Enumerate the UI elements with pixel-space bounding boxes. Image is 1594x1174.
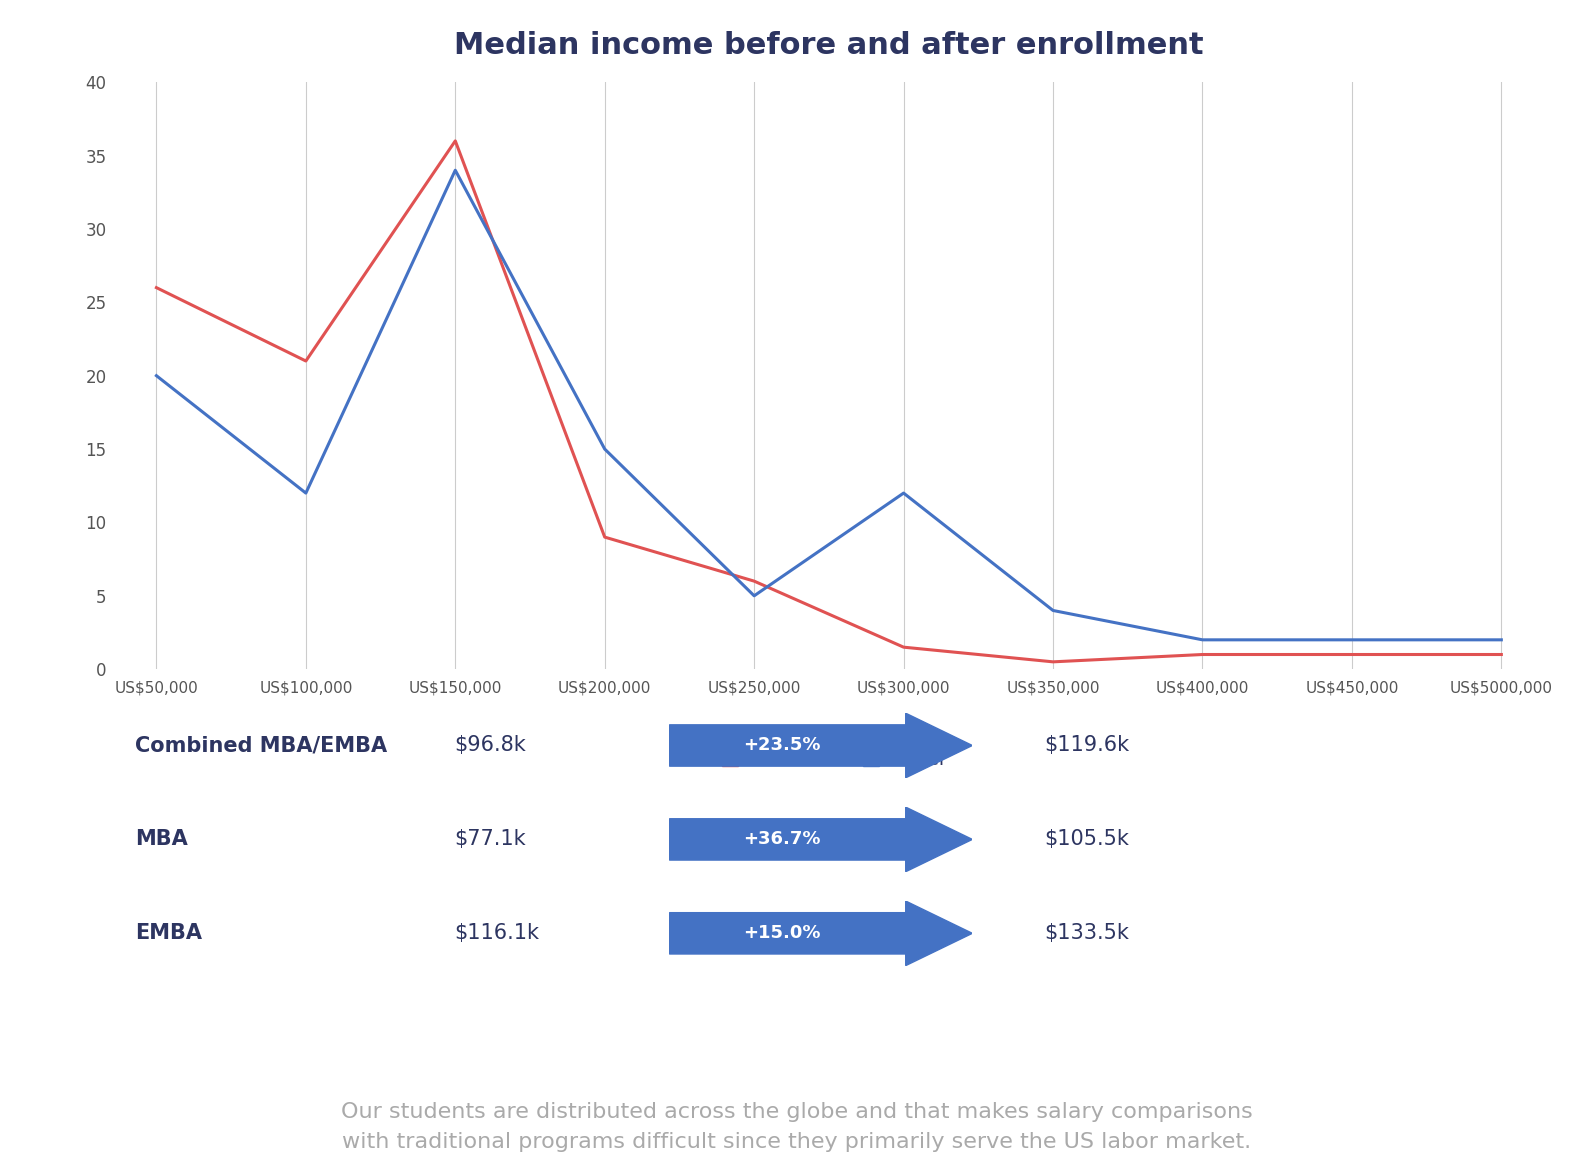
Text: +15.0%: +15.0% bbox=[743, 924, 821, 943]
Polygon shape bbox=[669, 902, 972, 965]
Text: MBA: MBA bbox=[135, 829, 188, 850]
Text: $116.1k: $116.1k bbox=[454, 923, 539, 944]
Text: Our students are distributed across the globe and that makes salary comparisons
: Our students are distributed across the … bbox=[341, 1102, 1253, 1152]
Text: $133.5k: $133.5k bbox=[1044, 923, 1129, 944]
Text: EMBA: EMBA bbox=[135, 923, 202, 944]
Text: +23.5%: +23.5% bbox=[743, 736, 821, 755]
Text: $119.6k: $119.6k bbox=[1044, 735, 1129, 756]
Legend: Before, After: Before, After bbox=[703, 742, 955, 777]
Polygon shape bbox=[669, 808, 972, 871]
Text: $77.1k: $77.1k bbox=[454, 829, 526, 850]
Polygon shape bbox=[669, 714, 972, 778]
Text: Combined MBA/EMBA: Combined MBA/EMBA bbox=[135, 735, 387, 756]
Text: $105.5k: $105.5k bbox=[1044, 829, 1129, 850]
Text: $96.8k: $96.8k bbox=[454, 735, 526, 756]
Title: Median income before and after enrollment: Median income before and after enrollmen… bbox=[454, 32, 1203, 60]
Text: +36.7%: +36.7% bbox=[743, 830, 821, 849]
